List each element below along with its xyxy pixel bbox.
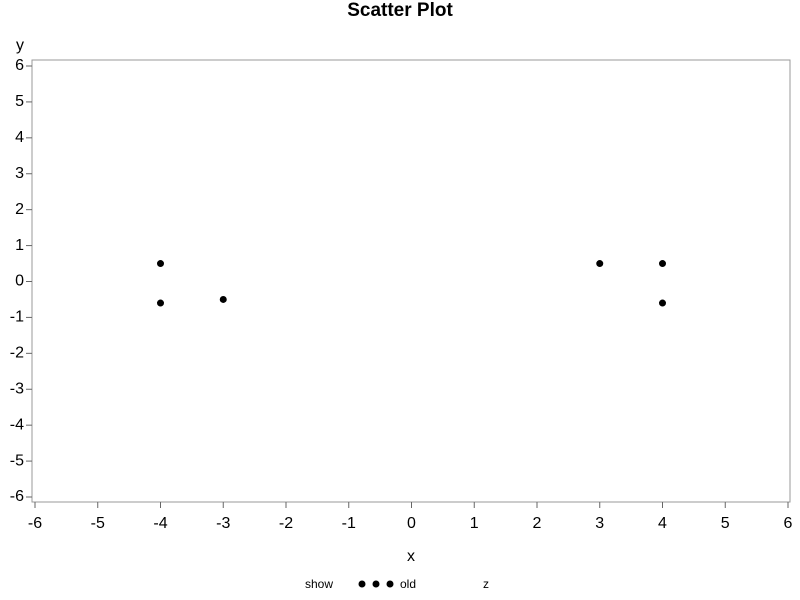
point [596, 260, 604, 268]
x-tick-label: 1 [470, 515, 479, 532]
x-tick-label: 2 [533, 515, 542, 532]
legend-label: old [400, 577, 416, 591]
point [157, 260, 164, 268]
y-tick-label: -2 [10, 345, 24, 362]
y-tick-label: 0 [15, 273, 24, 290]
x-tick-label: 4 [658, 515, 667, 532]
y-tick-label: 5 [15, 93, 24, 110]
y-tick-label: -3 [10, 380, 24, 397]
legend-symbol [386, 580, 394, 588]
y-tick-label: -4 [10, 416, 24, 433]
x-tick-label: 5 [721, 515, 730, 532]
x-tick-label: -4 [153, 515, 167, 532]
x-tick-label: 0 [407, 515, 416, 532]
y-tick-label: -5 [10, 452, 24, 469]
x-tick-label: -3 [216, 515, 230, 532]
y-tick-label: 3 [15, 165, 24, 182]
x-tick-label: 6 [784, 515, 793, 532]
x-tick-label: -5 [91, 515, 105, 532]
point [157, 299, 164, 307]
point [219, 295, 227, 303]
legend-symbol [372, 580, 380, 588]
x-tick-label: -1 [342, 515, 356, 532]
point [659, 299, 666, 307]
x-tick-label: -2 [279, 515, 293, 532]
legend-symbol [358, 580, 366, 588]
x-tick-label: -6 [28, 515, 42, 532]
legend-extra-label: z [483, 577, 489, 591]
x-tick-label: 3 [595, 515, 604, 532]
legend-title: show [305, 577, 333, 591]
y-tick-label: 4 [15, 129, 24, 146]
y-tick-label: 1 [15, 237, 24, 254]
y-tick-label: 2 [15, 201, 24, 218]
y-tick-label: 6 [15, 57, 24, 74]
chart-title: Scatter Plot [347, 0, 453, 21]
x-axis-label: x [407, 548, 415, 565]
point [659, 260, 666, 268]
y-axis-label: y [16, 37, 24, 54]
y-tick-label: -6 [10, 488, 24, 505]
y-tick-label: -1 [10, 309, 24, 326]
